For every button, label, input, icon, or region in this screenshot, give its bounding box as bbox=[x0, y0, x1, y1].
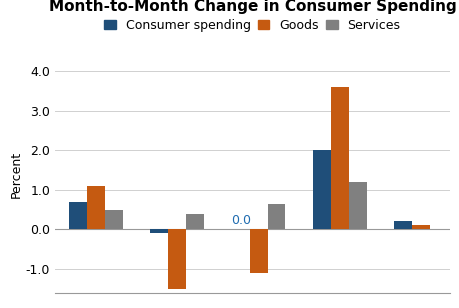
Bar bbox=[168, 229, 186, 289]
Y-axis label: Percent: Percent bbox=[10, 150, 23, 198]
Bar bbox=[87, 186, 105, 229]
Bar bbox=[349, 182, 367, 229]
Bar bbox=[268, 204, 285, 229]
Bar bbox=[412, 225, 430, 229]
Bar bbox=[150, 229, 168, 233]
Text: 0.0: 0.0 bbox=[231, 214, 251, 227]
Bar bbox=[394, 221, 412, 229]
Legend: Consumer spending, Goods, Services: Consumer spending, Goods, Services bbox=[104, 19, 401, 32]
Bar bbox=[250, 229, 268, 273]
Bar bbox=[69, 202, 87, 229]
Bar bbox=[331, 87, 349, 229]
Bar bbox=[186, 213, 204, 229]
Bar bbox=[105, 209, 123, 229]
Bar bbox=[313, 150, 331, 229]
Title: Month-to-Month Change in Consumer Spending: Month-to-Month Change in Consumer Spendi… bbox=[49, 0, 456, 14]
